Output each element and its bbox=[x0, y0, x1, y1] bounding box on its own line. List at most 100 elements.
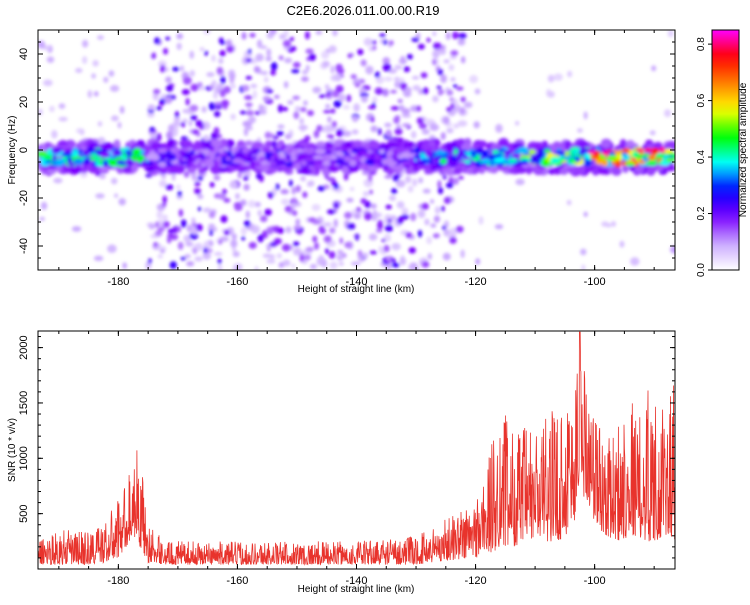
heatmap-cell bbox=[374, 71, 381, 78]
heatmap-cell bbox=[185, 241, 194, 247]
heatmap-cell bbox=[313, 242, 320, 250]
heatmap-cell bbox=[325, 93, 332, 98]
heatmap-cell bbox=[194, 188, 202, 195]
heatmap-cell bbox=[397, 163, 404, 173]
heatmap-cell bbox=[190, 114, 198, 121]
heatmap-cell bbox=[646, 166, 656, 176]
heatmap-cell bbox=[293, 247, 302, 256]
heatmap-cell bbox=[450, 102, 455, 111]
heatmap-cell bbox=[595, 158, 604, 165]
heatmap-cell bbox=[185, 76, 192, 84]
heatmap-cell bbox=[168, 167, 180, 175]
snr-x-label: Height of straight line (km) bbox=[298, 584, 415, 595]
heatmap-cell bbox=[581, 264, 586, 270]
heatmap-cell bbox=[108, 70, 115, 77]
heatmap-cell bbox=[616, 153, 623, 161]
heatmap-cell bbox=[115, 160, 125, 165]
heatmap-cell bbox=[277, 124, 285, 129]
heatmap-cell bbox=[422, 87, 429, 95]
snr-series-line bbox=[38, 331, 675, 566]
heatmap-cell bbox=[265, 140, 273, 148]
heatmap-cell bbox=[410, 212, 417, 222]
heatmap-cell bbox=[487, 154, 496, 160]
heatmap-cell bbox=[165, 36, 171, 41]
heatmap-cell bbox=[260, 70, 269, 75]
heatmap-cell bbox=[583, 111, 588, 120]
heatmap-cell bbox=[663, 109, 672, 118]
heatmap-cell bbox=[124, 158, 135, 166]
heatmap-cell bbox=[576, 128, 583, 133]
heatmap-cell bbox=[209, 229, 214, 237]
heatmap-cell bbox=[276, 130, 284, 136]
heatmap-cell bbox=[386, 141, 399, 149]
heatmap-cell bbox=[370, 125, 378, 133]
heatmap-cell bbox=[422, 188, 431, 194]
snr-x-axis: -180 -160 -140 -120 -100 bbox=[58, 331, 655, 587]
heatmap-cell bbox=[583, 211, 588, 217]
heatmap-cell bbox=[305, 48, 314, 54]
heatmap-cell bbox=[621, 152, 627, 157]
heatmap-cell bbox=[51, 147, 62, 155]
heatmap-cell bbox=[383, 233, 391, 243]
heatmap-cell bbox=[397, 98, 403, 104]
heatmap-cell bbox=[99, 151, 111, 158]
heatmap-cell bbox=[302, 191, 308, 198]
heatmap-cell bbox=[270, 133, 275, 139]
heatmap-cell bbox=[580, 248, 587, 256]
heatmap-cell bbox=[606, 223, 612, 228]
heatmap-cell bbox=[452, 177, 459, 185]
heatmap-cell bbox=[159, 64, 166, 73]
heatmap-cell bbox=[119, 106, 125, 114]
heatmap-cell bbox=[489, 160, 496, 167]
heatmap-cell bbox=[285, 153, 292, 161]
heatmap-cell bbox=[352, 115, 359, 123]
heatmap-cell bbox=[626, 140, 635, 148]
heatmap-cell bbox=[333, 182, 340, 190]
x-tick-label: -140 bbox=[345, 276, 367, 288]
heatmap-cell bbox=[197, 175, 204, 181]
heatmap-cell bbox=[332, 30, 338, 37]
heatmap-cell bbox=[92, 155, 103, 161]
heatmap-cell bbox=[222, 188, 227, 195]
heatmap-cell bbox=[357, 249, 363, 257]
heatmap-cell bbox=[326, 176, 336, 182]
heatmap-cell bbox=[55, 158, 66, 165]
y-tick-label: 2000 bbox=[18, 335, 30, 359]
heatmap-cell bbox=[389, 40, 394, 46]
heatmap-cell bbox=[254, 160, 261, 168]
heatmap-cell bbox=[421, 141, 430, 152]
heatmap-cell bbox=[189, 70, 195, 77]
heatmap-cell bbox=[602, 159, 608, 166]
heatmap-cell bbox=[247, 199, 256, 208]
heatmap-cell bbox=[426, 236, 433, 245]
heatmap-cell bbox=[283, 81, 289, 89]
heatmap-cell bbox=[243, 175, 249, 181]
heatmap-cell bbox=[312, 86, 322, 94]
heatmap-cell bbox=[297, 230, 303, 235]
heatmap-cell bbox=[91, 73, 96, 79]
heatmap-cell bbox=[229, 181, 238, 189]
heatmap-cell bbox=[241, 236, 246, 241]
heatmap-cell bbox=[375, 228, 383, 233]
heatmap-cell bbox=[221, 99, 230, 107]
heatmap-cell bbox=[587, 150, 596, 155]
colorbar-frame bbox=[711, 29, 740, 271]
heatmap-cell bbox=[225, 156, 232, 161]
heatmap-cell bbox=[180, 256, 187, 261]
heatmap-cell bbox=[341, 130, 352, 137]
heatmap-cell bbox=[328, 45, 337, 54]
heatmap-x-label: Height of straight line (km) bbox=[298, 284, 415, 295]
x-tick-label: -180 bbox=[107, 276, 129, 288]
heatmap-cell bbox=[197, 206, 202, 212]
heatmap-cell bbox=[403, 91, 412, 98]
heatmap-cell bbox=[359, 92, 369, 98]
heatmap-cell bbox=[313, 130, 320, 138]
heatmap-cell bbox=[267, 191, 274, 199]
heatmap-cell bbox=[239, 199, 247, 207]
heatmap-cell bbox=[234, 204, 243, 212]
heatmap-cell bbox=[216, 83, 224, 89]
heatmap-cell bbox=[214, 105, 223, 110]
heatmap-cell bbox=[202, 251, 212, 260]
heatmap-cell bbox=[186, 261, 195, 267]
heatmap-cell bbox=[384, 174, 393, 179]
